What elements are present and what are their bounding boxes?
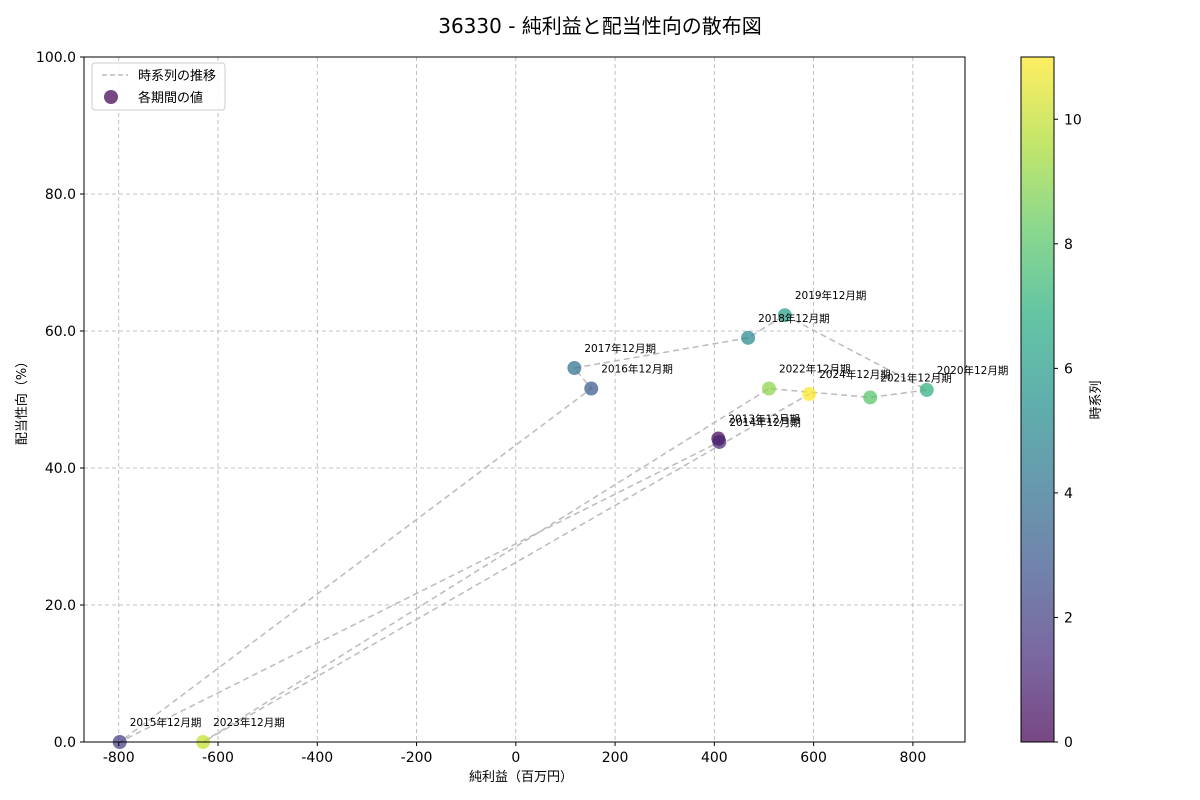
- colorbar-tick-label: 0: [1064, 735, 1073, 751]
- x-axis-ticks: -800 -600 -400 -200 0 200 400 600 800: [103, 742, 926, 766]
- y-tick-label: 20.0: [45, 598, 76, 614]
- colorbar: 0 2 4 6 8 10 時系列: [1020, 56, 1104, 751]
- point-label: 2024年12月期: [819, 368, 891, 381]
- legend-line-label: 時系列の推移: [138, 69, 216, 84]
- colorbar-tick-label: 10: [1064, 112, 1082, 128]
- time-series-line: [119, 314, 930, 743]
- y-tick-label: 40.0: [45, 461, 76, 477]
- data-point: [584, 381, 599, 396]
- point-label: 2014年12月期: [729, 416, 801, 429]
- plot-frame: [83, 56, 966, 743]
- y-tick-label: 80.0: [45, 187, 76, 203]
- data-point: [761, 381, 776, 396]
- x-tick-label: 400: [701, 750, 728, 766]
- colorbar-tick-label: 2: [1064, 610, 1073, 626]
- y-axis-label: 配当性向（%）: [14, 355, 30, 445]
- x-tick-label: -600: [202, 750, 234, 766]
- point-label: 2017年12月期: [584, 342, 656, 355]
- x-tick-label: 200: [602, 750, 629, 766]
- point-label: 2015年12月期: [130, 716, 202, 729]
- x-tick-label: 0: [511, 750, 520, 766]
- data-point: [567, 360, 582, 375]
- x-tick-label: 800: [900, 750, 927, 766]
- legend: 時系列の推移 各期間の値: [91, 62, 226, 111]
- point-label: 2022年12月期: [779, 363, 851, 376]
- point-label: 2019年12月期: [795, 289, 867, 302]
- x-axis-label: 純利益（百万円）: [469, 770, 573, 785]
- point-label: 2021年12月期: [880, 371, 952, 384]
- colorbar-tick-label: 4: [1064, 486, 1073, 502]
- y-axis-ticks: 0.0 20.0 40.0 60.0 80.0 100.0: [36, 50, 84, 751]
- colorbar-gradient: [1020, 56, 1055, 743]
- data-point: [712, 434, 727, 449]
- grid: [84, 56, 965, 743]
- point-label: 2023年12月期: [213, 716, 285, 729]
- x-tick-label: -200: [401, 750, 433, 766]
- x-tick-label: -800: [103, 750, 135, 766]
- point-label: 2018年12月期: [758, 312, 830, 325]
- colorbar-label: 時系列: [1089, 380, 1104, 419]
- y-tick-label: 60.0: [45, 324, 76, 340]
- x-tick-label: -400: [301, 750, 333, 766]
- series-polyline: [119, 314, 930, 743]
- data-point: [777, 308, 792, 323]
- data-point: [802, 387, 817, 402]
- point-label: 2013年12月期: [728, 413, 800, 426]
- point-label: 2016年12月期: [601, 363, 673, 376]
- colorbar-ticks: 0 2 4 6 8 10: [1054, 112, 1082, 751]
- legend-marker-label: 各期間の値: [138, 90, 203, 106]
- legend-box: [91, 62, 226, 111]
- data-point: [919, 382, 934, 397]
- y-tick-label: 100.0: [36, 50, 76, 66]
- data-point: [741, 330, 756, 345]
- data-point: [863, 390, 878, 405]
- colorbar-tick-label: 8: [1064, 237, 1073, 253]
- chart-title: 36330 - 純利益と配当性向の散布図: [438, 14, 762, 38]
- y-tick-label: 0.0: [54, 735, 76, 751]
- colorbar-tick-label: 6: [1064, 361, 1073, 377]
- point-label: 2020年12月期: [937, 364, 1009, 377]
- x-tick-label: 600: [800, 750, 827, 766]
- legend-marker-swatch: [104, 90, 118, 104]
